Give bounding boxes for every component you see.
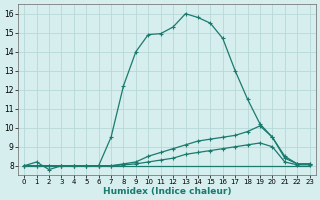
X-axis label: Humidex (Indice chaleur): Humidex (Indice chaleur): [103, 187, 231, 196]
